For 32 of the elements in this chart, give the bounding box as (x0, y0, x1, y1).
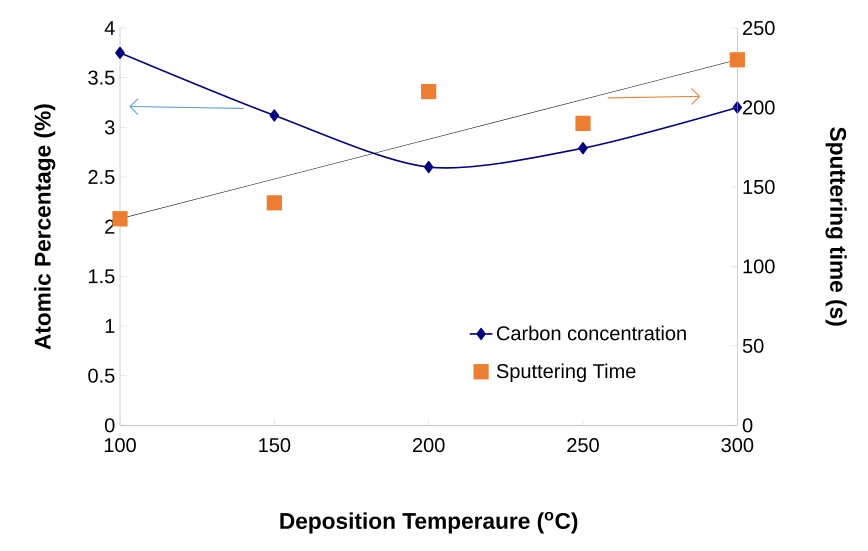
y-tick-label: 0 (104, 418, 114, 433)
point (270, 109, 280, 122)
y-tick-label: 2.5 (88, 170, 114, 184)
y-tick-label: 0.5 (88, 368, 114, 383)
y2-tick-label: 100 (744, 259, 775, 274)
y2-tick-label: 150 (744, 180, 775, 194)
x-tick-label: 250 (567, 438, 599, 452)
y-axis-title: Atomic Percentage (%) (34, 104, 56, 350)
x-tick-label: 200 (412, 438, 445, 452)
y-tick-label: 4 (104, 21, 115, 36)
y2-tick-label: 250 (743, 21, 775, 36)
x-axis-title: Deposition Temperaure ($^{o}$C) (280, 512, 578, 534)
y2-tick-label: 200 (743, 100, 775, 115)
point (115, 46, 125, 60)
x-tick-label: 300 (721, 438, 754, 452)
y-tick-label: 1.5 (89, 270, 114, 284)
y-tick-label: 3 (104, 120, 114, 135)
point (424, 161, 434, 174)
y2-axis-title: Sputtering time (s) (825, 127, 847, 326)
y-tick-label: 1 (106, 319, 114, 334)
y-tick-label: 3.5 (88, 70, 114, 85)
point (730, 52, 745, 68)
y2-tick-label: 50 (742, 338, 764, 354)
legend-label: Carbon concentration (496, 326, 686, 341)
y2-tick-label: 0 (742, 418, 752, 433)
x-tick-label: 150 (259, 438, 290, 452)
x-tick-label: 100 (104, 438, 136, 452)
legend-label: Sputtering Time (496, 364, 636, 382)
point (578, 142, 588, 154)
point (575, 116, 591, 132)
point (421, 84, 436, 100)
point (266, 195, 282, 211)
